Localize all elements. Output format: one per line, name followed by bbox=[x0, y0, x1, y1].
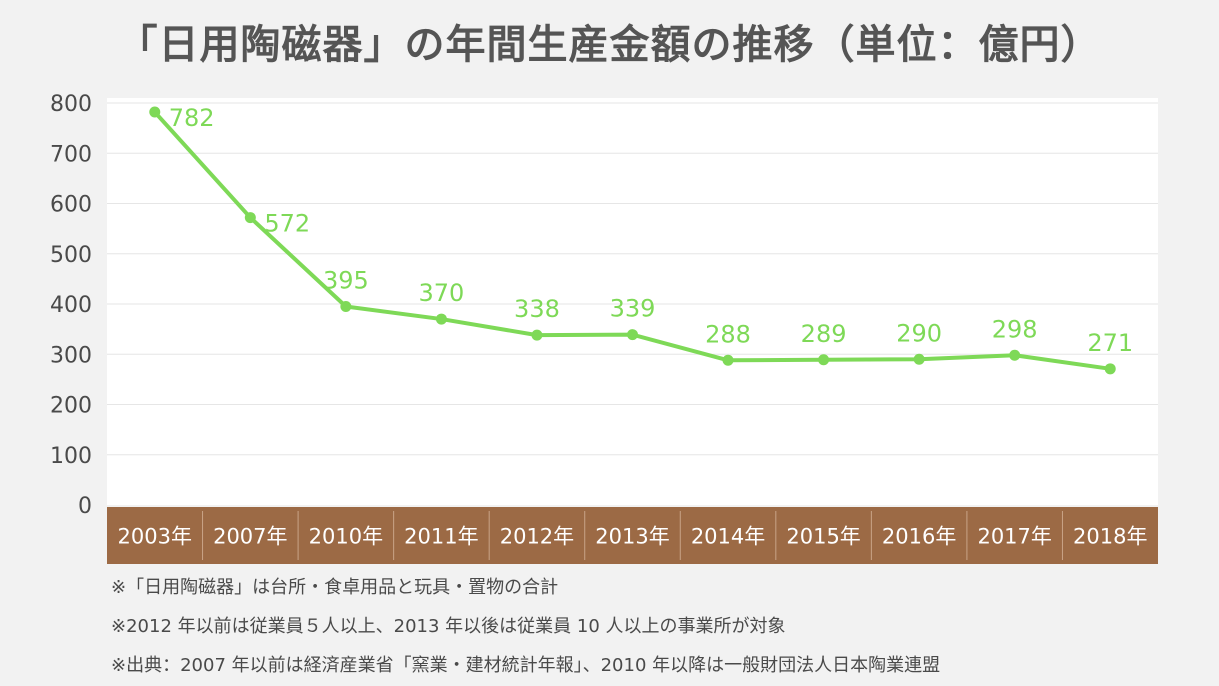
data-label: 298 bbox=[992, 315, 1038, 343]
footnote-2: ※2012 年以前は従業員５人以上、2013 年以後は従業員 10 人以上の事業… bbox=[111, 616, 786, 637]
data-label: 289 bbox=[801, 320, 847, 348]
data-label: 395 bbox=[323, 267, 369, 295]
y-tick-label: 600 bbox=[50, 193, 92, 218]
data-label: 370 bbox=[419, 279, 465, 307]
y-tick-label: 200 bbox=[50, 394, 92, 419]
footnote-1: ※「日用陶磁器」は台所・食卓用品と玩具・置物の合計 bbox=[111, 577, 559, 598]
y-tick-label: 300 bbox=[50, 343, 92, 368]
data-point bbox=[818, 354, 830, 366]
data-point bbox=[244, 212, 256, 224]
data-point bbox=[435, 313, 447, 325]
data-label: 290 bbox=[896, 319, 942, 347]
x-tick-label: 2015年 bbox=[786, 525, 860, 549]
data-point bbox=[531, 329, 543, 341]
y-tick-label: 700 bbox=[50, 142, 92, 167]
x-tick-label: 2012年 bbox=[500, 525, 574, 549]
data-label: 782 bbox=[169, 104, 215, 132]
data-point bbox=[149, 106, 161, 118]
chart-title: 「日用陶磁器」の年間生産金額の推移（単位：億円） bbox=[117, 22, 1102, 68]
data-point bbox=[1009, 349, 1021, 361]
x-tick-label: 2017年 bbox=[977, 525, 1051, 549]
data-point bbox=[1104, 363, 1116, 375]
footnote-3: ※出典：2007 年以前は経済産業省「窯業・建材統計年報」、2010 年以降は一… bbox=[111, 655, 941, 676]
plot-area bbox=[107, 98, 1158, 505]
x-tick-label: 2013年 bbox=[595, 525, 669, 549]
data-point bbox=[913, 353, 925, 365]
data-point bbox=[627, 329, 638, 341]
x-tick-label: 2007年 bbox=[213, 525, 287, 549]
x-tick-label: 2018年 bbox=[1073, 525, 1147, 549]
data-point bbox=[722, 354, 734, 366]
y-tick-label: 0 bbox=[78, 494, 92, 519]
y-tick-label: 500 bbox=[50, 243, 92, 268]
x-tick-label: 2011年 bbox=[404, 525, 478, 549]
y-tick-label: 100 bbox=[50, 444, 92, 469]
category-band bbox=[107, 507, 1158, 564]
y-tick-label: 800 bbox=[50, 92, 92, 117]
data-point bbox=[340, 301, 352, 313]
data-label: 288 bbox=[705, 320, 751, 348]
data-label: 339 bbox=[610, 295, 656, 323]
data-label: 572 bbox=[264, 210, 310, 238]
x-tick-label: 2003年 bbox=[118, 525, 192, 549]
x-tick-label: 2014年 bbox=[691, 525, 765, 549]
x-tick-label: 2010年 bbox=[309, 525, 383, 549]
y-tick-label: 400 bbox=[50, 293, 92, 318]
data-label: 338 bbox=[514, 295, 560, 323]
data-label: 271 bbox=[1087, 329, 1133, 357]
x-tick-label: 2016年 bbox=[882, 525, 956, 549]
